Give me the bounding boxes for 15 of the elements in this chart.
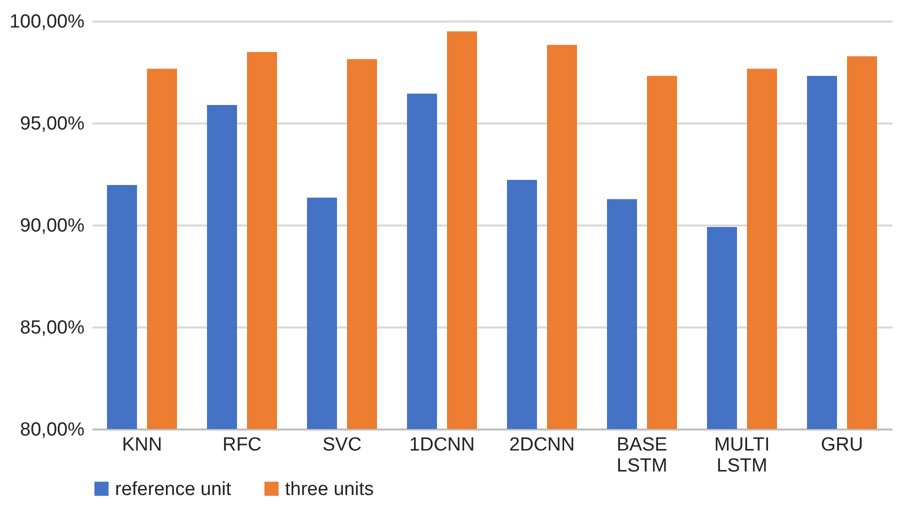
- y-tick-label: 85,00%: [20, 318, 85, 338]
- x-tick-label: KNN: [122, 434, 162, 456]
- y-tick-label: 90,00%: [20, 216, 85, 236]
- x-tick-label: BASE LSTM: [616, 434, 668, 476]
- x-tick-label: SVC: [322, 434, 362, 456]
- y-tick-label: 100,00%: [9, 12, 85, 32]
- x-tick-label: 2DCNN: [509, 434, 575, 456]
- legend-label: three units: [285, 478, 374, 500]
- x-tick-label: RFC: [222, 434, 262, 456]
- y-tick-label: 95,00%: [20, 114, 85, 134]
- y-tick-label: 80,00%: [20, 420, 85, 440]
- legend-label: reference unit: [115, 478, 232, 500]
- x-tick-label: MULTI LSTM: [714, 434, 770, 476]
- x-tick-label: 1DCNN: [409, 434, 475, 456]
- x-tick-label: GRU: [820, 434, 864, 456]
